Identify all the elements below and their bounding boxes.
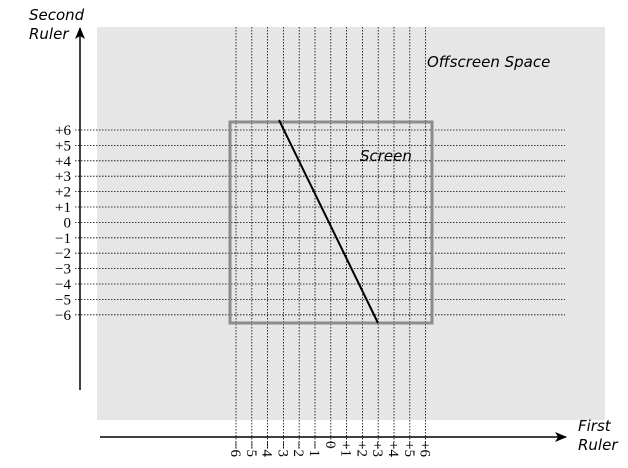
- diagonal-line: [278, 119, 379, 324]
- second-tick-label: −3: [55, 262, 71, 278]
- offscreen-area: [97, 27, 605, 420]
- first-tick-label: +5: [401, 441, 417, 457]
- first-tick-label: +3: [369, 441, 385, 457]
- second-tick-label: −4: [55, 277, 71, 293]
- second-tick-label: +3: [55, 169, 71, 185]
- second-tick-label: +4: [55, 154, 71, 170]
- second-tick-label: 0: [64, 215, 72, 231]
- second-tick-label: +5: [55, 138, 71, 154]
- first-tick-label: −6: [227, 441, 243, 457]
- offscreen-label: Offscreen Space: [427, 53, 550, 71]
- first-tick-label: −1: [306, 441, 322, 457]
- first-axis-label: First Ruler: [578, 417, 618, 454]
- first-tick-label: +2: [353, 441, 369, 457]
- second-tick-label: +2: [55, 185, 71, 201]
- second-tick-label: −6: [55, 308, 71, 324]
- first-tick-label: −2: [290, 441, 306, 457]
- second-axis-label: Second Ruler: [29, 6, 85, 43]
- first-tick-label: +6: [417, 441, 433, 457]
- second-tick-label: +1: [55, 200, 71, 216]
- second-tick-label: −2: [55, 246, 71, 262]
- first-tick-label: +4: [385, 441, 401, 457]
- screen-label: Screen: [360, 147, 412, 165]
- first-tick-label: +1: [338, 441, 354, 457]
- first-tick-label: −3: [274, 441, 290, 457]
- screen-rect: [228, 120, 434, 325]
- first-tick-label: −5: [243, 441, 259, 457]
- second-tick-label: −5: [55, 292, 71, 308]
- first-tick-label: −4: [259, 441, 275, 457]
- grid: [75, 27, 565, 450]
- second-tick-label: +6: [55, 123, 71, 139]
- second-tick-label: −1: [55, 231, 71, 247]
- first-tick-label: 0: [322, 441, 338, 449]
